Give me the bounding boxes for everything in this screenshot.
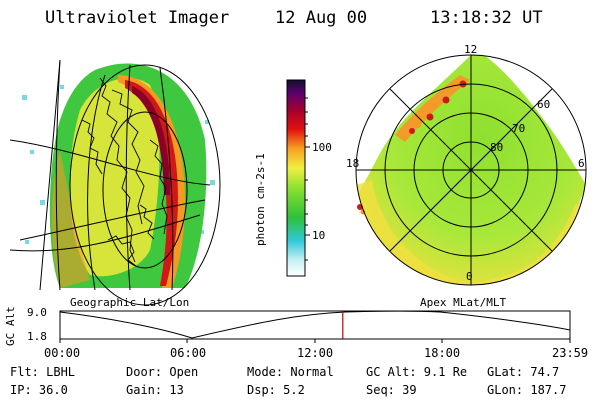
timeline-xtick-1: 06:00 [170, 346, 207, 360]
colorbar [286, 79, 306, 277]
polar-plot [355, 54, 587, 286]
timeline-ylabel: GC Alt [4, 306, 17, 346]
colorbar-label: photon cm-2s-1 [254, 153, 267, 246]
mlat-label-70: 70 [512, 122, 526, 135]
mlat-label-80: 80 [490, 141, 504, 154]
filter-label: Flt: LBHL [10, 365, 76, 379]
mlt-label-12: 12 [464, 43, 478, 56]
app-title: Ultraviolet Imager [45, 8, 230, 28]
mlat-label-60: 60 [537, 98, 551, 111]
apex-caption: Apex MLat/MLT [420, 296, 507, 309]
ip-label: IP: 36.0 [10, 383, 68, 397]
geographic-image [9, 59, 221, 306]
date-label: 12 Aug 00 [275, 8, 368, 28]
mlt-label-18: 18 [346, 157, 360, 170]
gc-alt-label: GC Alt: 9.1 Re [366, 365, 468, 379]
timeline-xtick-4: 23:59 [552, 346, 589, 360]
timeline-xtick-0: 00:00 [44, 346, 81, 360]
time-label: 13:18:32 UT [430, 8, 543, 28]
door-label: Door: Open [126, 365, 199, 379]
timeline-xtick-2: 12:00 [297, 346, 334, 360]
timeline-ytick-top: 9.0 [27, 306, 47, 319]
mlt-label-0: 0 [466, 270, 473, 283]
seq-label: Seq: 39 [366, 383, 417, 397]
mlt-label-6: 6 [578, 157, 585, 170]
glat-label: GLat: 74.7 [487, 365, 560, 379]
glon-label: GLon: 187.7 [487, 383, 567, 397]
timeline-ytick-bottom: 1.8 [27, 330, 47, 343]
mode-label: Mode: Normal [247, 365, 334, 379]
colorbar-tick-10: 10 [312, 229, 326, 242]
dsp-label: Dsp: 5.2 [247, 383, 305, 397]
timeline-xtick-3: 18:00 [424, 346, 461, 360]
colorbar-tick-100: 100 [312, 141, 332, 154]
gain-label: Gain: 13 [126, 383, 184, 397]
altitude-timeline [59, 310, 571, 343]
geographic-caption: Geographic Lat/Lon [70, 296, 190, 309]
